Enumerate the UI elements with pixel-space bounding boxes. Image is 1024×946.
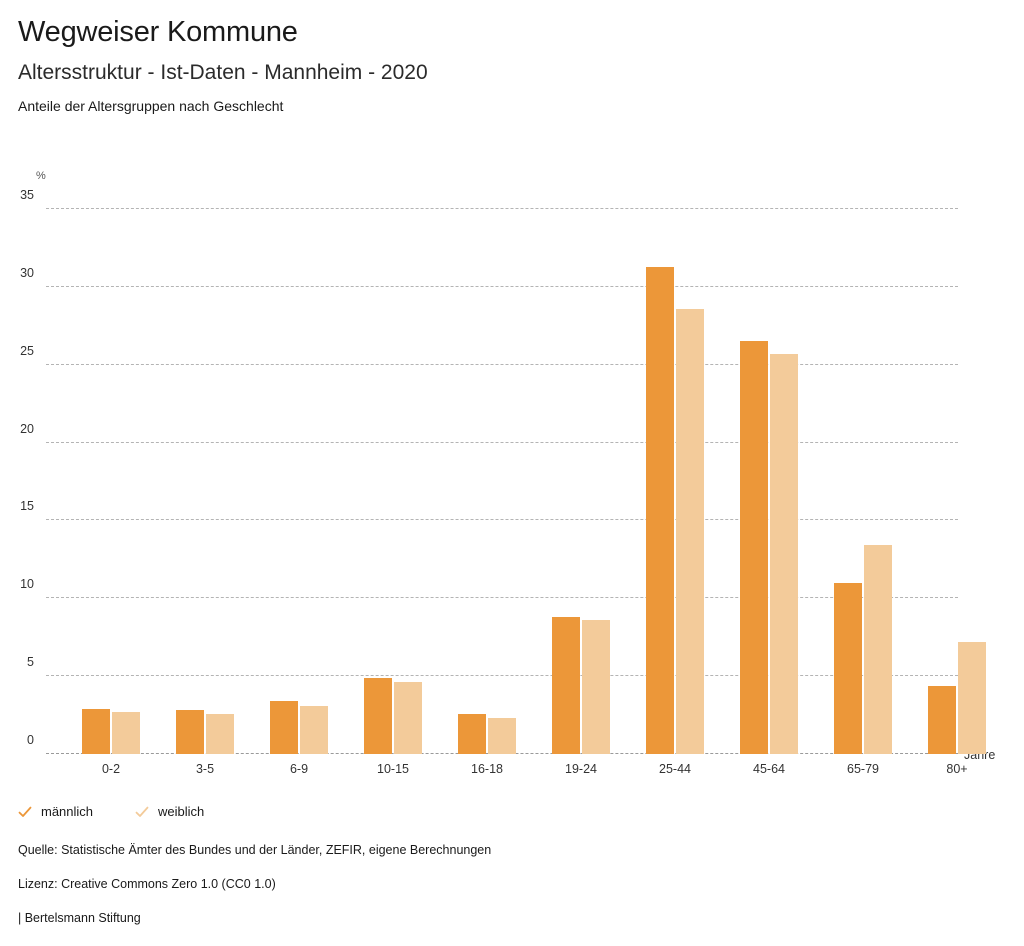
gridline	[46, 441, 958, 443]
bar-6-9-weiblich[interactable]	[300, 705, 328, 754]
bar-group: 10-15	[346, 209, 440, 776]
bar-16-18-männlich[interactable]	[458, 713, 486, 754]
bar-3-5-weiblich[interactable]	[206, 713, 234, 754]
bar-10-15-weiblich[interactable]	[394, 682, 422, 754]
chart-area: % Jahre 0 5 10 15 20 25 30 35 0-2 3-5 6-9 10-15 16-1…	[0, 170, 1024, 790]
bar-45-64-weiblich[interactable]	[770, 353, 798, 754]
bar-19-24-weiblich[interactable]	[582, 620, 610, 754]
y-axis-tick-label: 35	[20, 188, 34, 202]
bar-6-9-männlich[interactable]	[270, 701, 298, 754]
bar-group: 19-24	[534, 209, 628, 776]
license-note: Lizenz: Creative Commons Zero 1.0 (CC0 1…	[18, 877, 276, 891]
y-axis-tick-label: 5	[27, 655, 34, 670]
bar-group: 25-44	[628, 209, 722, 776]
x-axis-tick-label: 0-2	[101, 762, 121, 776]
legend-item-label: weiblich	[158, 804, 205, 819]
legend-item-label: männlich	[41, 804, 94, 819]
x-axis-tick-label: 10-15	[377, 762, 409, 776]
y-axis-unit-label: %	[36, 170, 46, 182]
bar-group: 3-5	[158, 209, 252, 776]
bar-16-18-weiblich[interactable]	[488, 718, 516, 754]
bar-25-44-männlich[interactable]	[646, 266, 674, 754]
x-axis-tick-label: 3-5	[195, 762, 215, 776]
x-axis-tick-label: 19-24	[565, 762, 597, 776]
x-axis-tick-label: 45-64	[753, 762, 785, 776]
check-icon	[18, 805, 32, 819]
check-icon	[135, 805, 149, 819]
x-axis-tick-label: 16-18	[471, 762, 503, 776]
bar-group: 80+	[910, 209, 1004, 776]
bar-0-2-männlich[interactable]	[82, 708, 110, 754]
publisher-note: | Bertelsmann Stiftung	[18, 911, 141, 925]
x-axis-tick-label: 6-9	[289, 762, 309, 776]
chart-legend: männlich weiblich	[18, 804, 246, 819]
chart-subtitle: Altersstruktur - Ist-Daten - Mannheim - …	[18, 61, 428, 85]
bar-19-24-männlich[interactable]	[552, 616, 580, 754]
bar-65-79-weiblich[interactable]	[864, 545, 892, 754]
legend-item-männlich[interactable]: männlich	[18, 804, 93, 819]
gridline	[46, 363, 958, 365]
bar-3-5-männlich[interactable]	[176, 710, 204, 754]
plot-area: Jahre 0 5 10 15 20 25 30 35 0-2 3-5 6-9 10-15 16-18 1…	[20, 188, 995, 776]
bar-80+-weiblich[interactable]	[958, 641, 986, 754]
y-axis-tick-label: 20	[20, 421, 34, 436]
y-axis-tick-label: 0	[27, 733, 34, 747]
gridline	[46, 208, 958, 209]
y-axis-tick-label: 15	[20, 499, 34, 514]
legend-item-weiblich[interactable]: weiblich	[135, 804, 204, 819]
y-axis-tick-label: 10	[20, 577, 34, 592]
bar-group: 16-18	[440, 209, 534, 776]
gridline	[46, 519, 958, 521]
gridline	[46, 675, 958, 677]
source-note: Quelle: Statistische Ämter des Bundes un…	[18, 843, 492, 857]
page-title: Wegweiser Kommune	[18, 16, 298, 48]
gridline	[46, 597, 958, 599]
bar-group: 6-9	[252, 209, 346, 776]
x-axis-tick-label: 65-79	[847, 762, 879, 776]
bar-25-44-weiblich[interactable]	[676, 308, 704, 754]
x-axis-tick-label: 25-44	[659, 762, 691, 776]
gridline	[46, 285, 958, 287]
bar-10-15-männlich[interactable]	[364, 677, 392, 754]
chart-header: Wegweiser Kommune Altersstruktur - Ist-D…	[18, 16, 998, 115]
y-axis-tick-label: 30	[20, 265, 34, 280]
bar-65-79-männlich[interactable]	[834, 582, 862, 754]
bar-80+-männlich[interactable]	[928, 685, 956, 754]
bar-group: 0-2	[64, 209, 158, 776]
chart-description: Anteile der Altersgruppen nach Geschlech…	[18, 98, 284, 115]
bar-group: 65-79	[816, 209, 910, 776]
chart-footer: Quelle: Statistische Ämter des Bundes un…	[18, 843, 998, 926]
y-axis-tick-label: 25	[20, 343, 34, 358]
bar-group: 45-64	[722, 209, 816, 776]
bar-45-64-männlich[interactable]	[740, 341, 768, 754]
bar-0-2-weiblich[interactable]	[112, 711, 140, 754]
x-axis-tick-label: 80+	[946, 762, 968, 776]
